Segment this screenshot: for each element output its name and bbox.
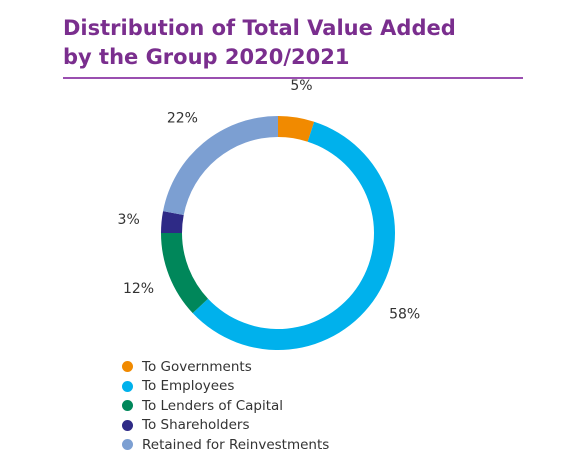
data-label-to-shareholders: 3% (118, 212, 140, 228)
title-divider (63, 77, 523, 79)
legend-swatch (122, 419, 133, 431)
data-label-to-governments: 5% (290, 78, 312, 94)
legend-label: To Shareholders (142, 417, 250, 434)
legend-item-retained-for-reinvestments: Retained for Reinvestments (122, 435, 329, 455)
legend-item-to-governments: To Governments (122, 357, 329, 377)
slice-retained-for-reinvestments (163, 116, 278, 216)
chart-legend: To Governments To Employees To Lenders of … (122, 357, 329, 455)
legend-swatch (122, 439, 133, 451)
data-label-to-lenders-of-capital: 12% (123, 281, 154, 297)
slice-to-governments (278, 116, 315, 142)
data-label-retained-for-reinvestments: 22% (167, 110, 198, 126)
chart-title-line-2: by the Group 2020/2021 (63, 45, 350, 69)
legend-label: Retained for Reinvestments (142, 436, 330, 453)
slice-to-employees (192, 121, 396, 351)
data-label-to-employees: 58% (389, 306, 420, 322)
legend-label: To Governments (142, 358, 252, 375)
slice-to-lenders-of-capital (161, 233, 209, 314)
legend-swatch (122, 400, 133, 412)
slice-to-shareholders (161, 211, 184, 233)
legend-label: To Employees (142, 378, 235, 395)
legend-item-to-employees: To Employees (122, 377, 329, 397)
chart-title-line-1: Distribution of Total Value Added (63, 16, 456, 40)
legend-label: To Lenders of Capital (142, 397, 284, 414)
chart-title: Distribution of Total Value Added by the… (63, 14, 533, 72)
legend-swatch (122, 380, 133, 392)
legend-swatch (122, 361, 133, 373)
legend-item-to-shareholders: To Shareholders (122, 416, 329, 436)
legend-item-to-lenders-of-capital: To Lenders of Capital (122, 396, 329, 416)
